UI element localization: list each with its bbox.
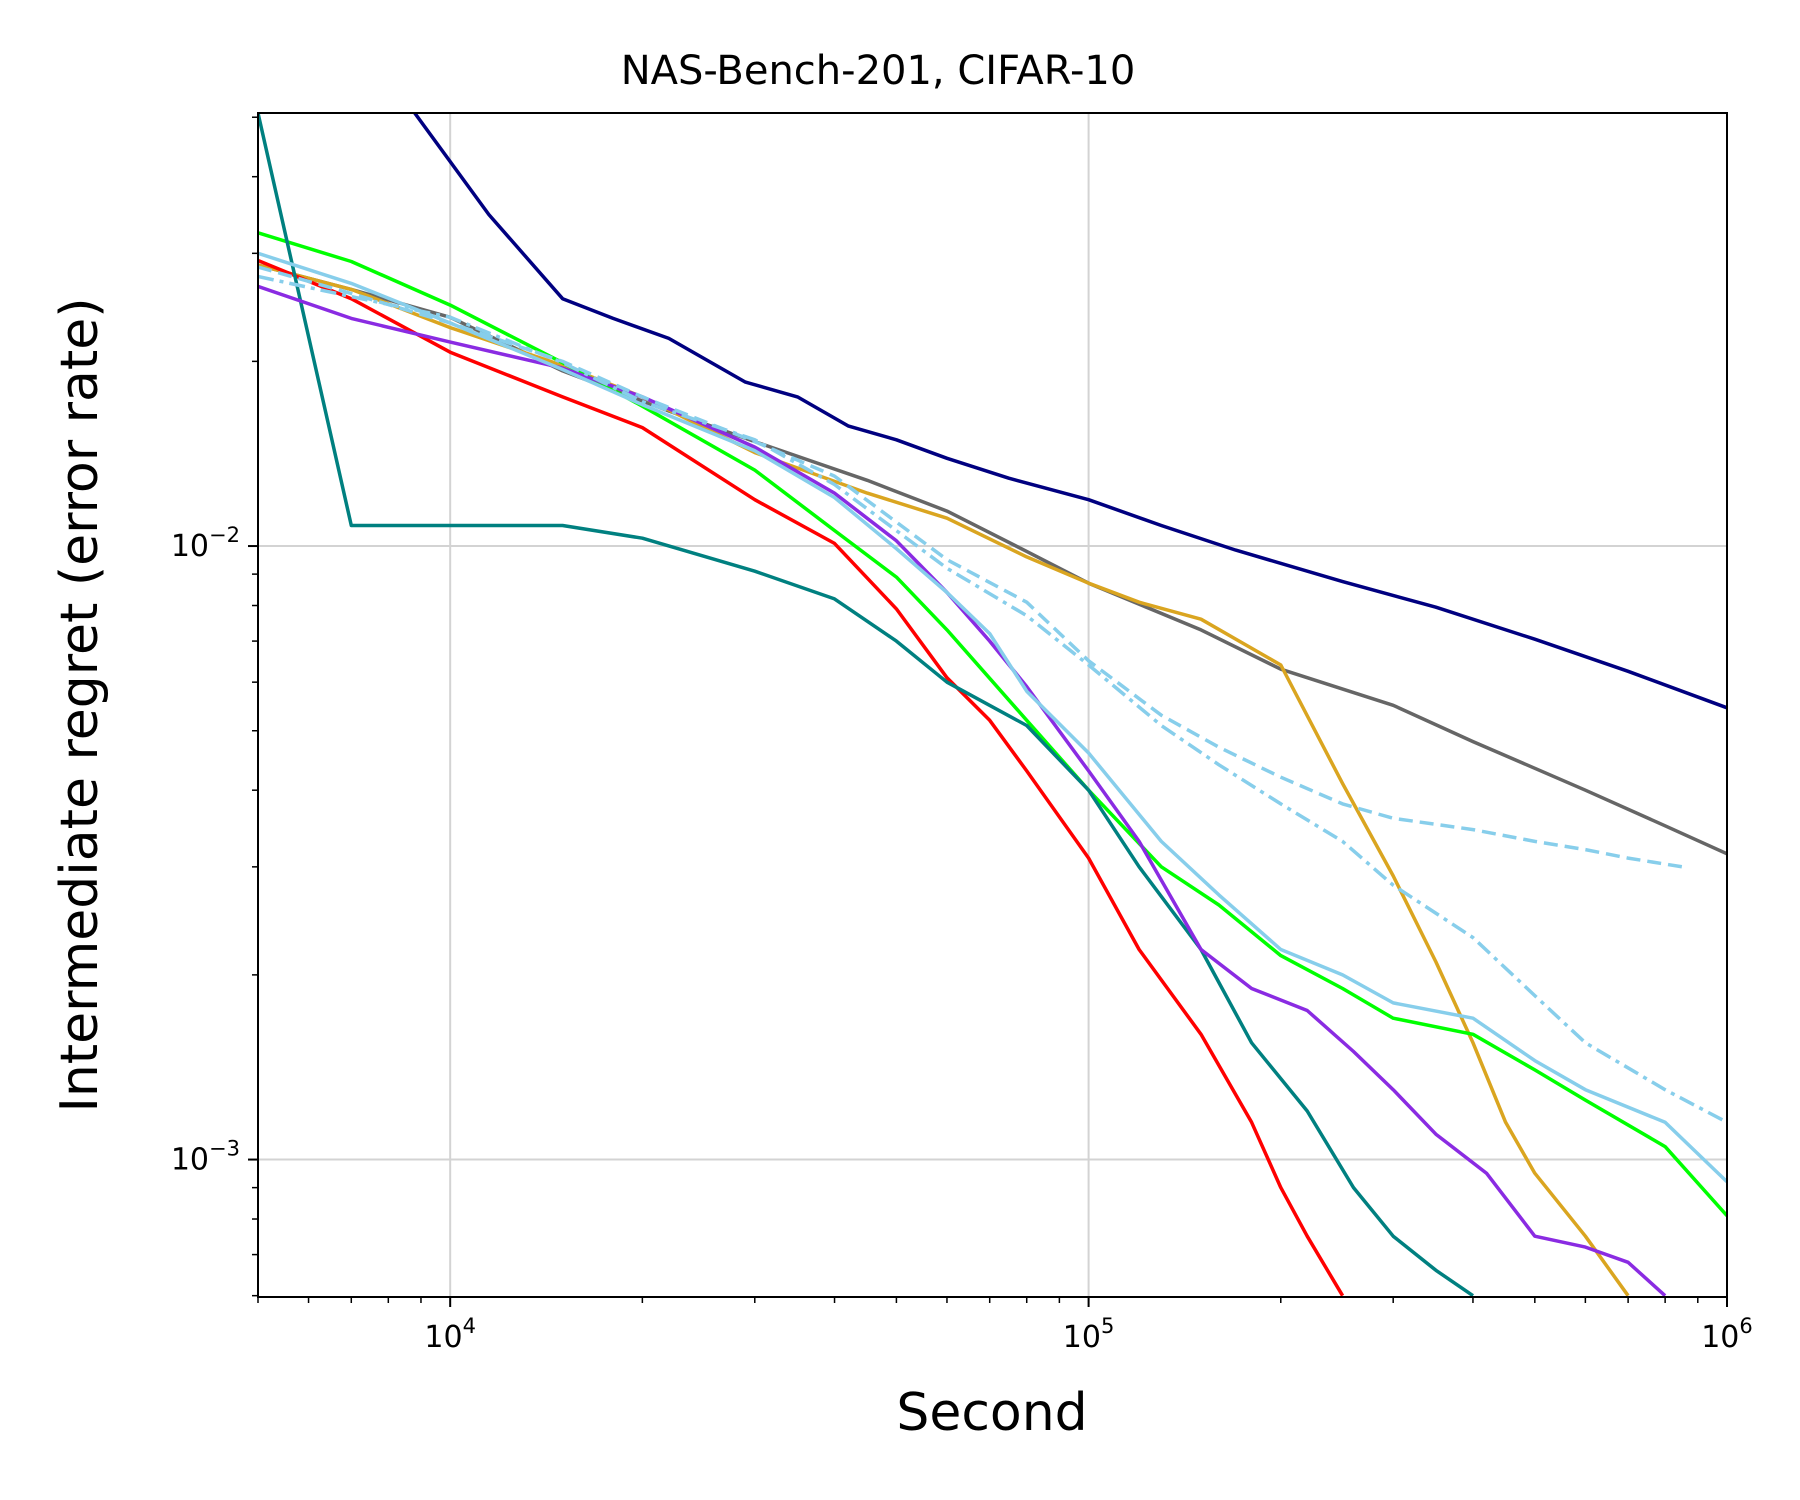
series-line-goldenrod — [258, 263, 1630, 1297]
series-line-red — [258, 258, 1345, 1297]
x-tick-label-2: 106 — [1701, 1314, 1753, 1355]
series-line-navy — [413, 113, 1727, 710]
series-line-blueviolet — [258, 284, 1667, 1297]
series-line-gray — [258, 263, 1727, 856]
plot-frame — [257, 112, 1728, 1298]
y-tick-label-1: 10−2 — [171, 523, 240, 564]
y-tick-label-0: 10−3 — [171, 1137, 240, 1178]
chart-title: NAS-Bench-201, CIFAR-10 — [621, 48, 1136, 94]
x-tick-label-0: 104 — [424, 1314, 476, 1355]
series-layer — [258, 113, 1727, 1297]
x-axis-title: Second — [896, 1383, 1087, 1443]
series-line-teal — [258, 113, 1474, 1297]
series-line-skyblue-dashdot — [258, 274, 1727, 1124]
x-tick-label-1: 105 — [1063, 1314, 1115, 1355]
series-line-skyblue-dashed — [258, 265, 1683, 869]
y-axis-title: Intermediate regret (error rate) — [50, 297, 110, 1112]
axis-ticks: 104 105 106 10−3 10−2 — [171, 116, 1753, 1355]
series-line-skyblue — [258, 251, 1727, 1184]
